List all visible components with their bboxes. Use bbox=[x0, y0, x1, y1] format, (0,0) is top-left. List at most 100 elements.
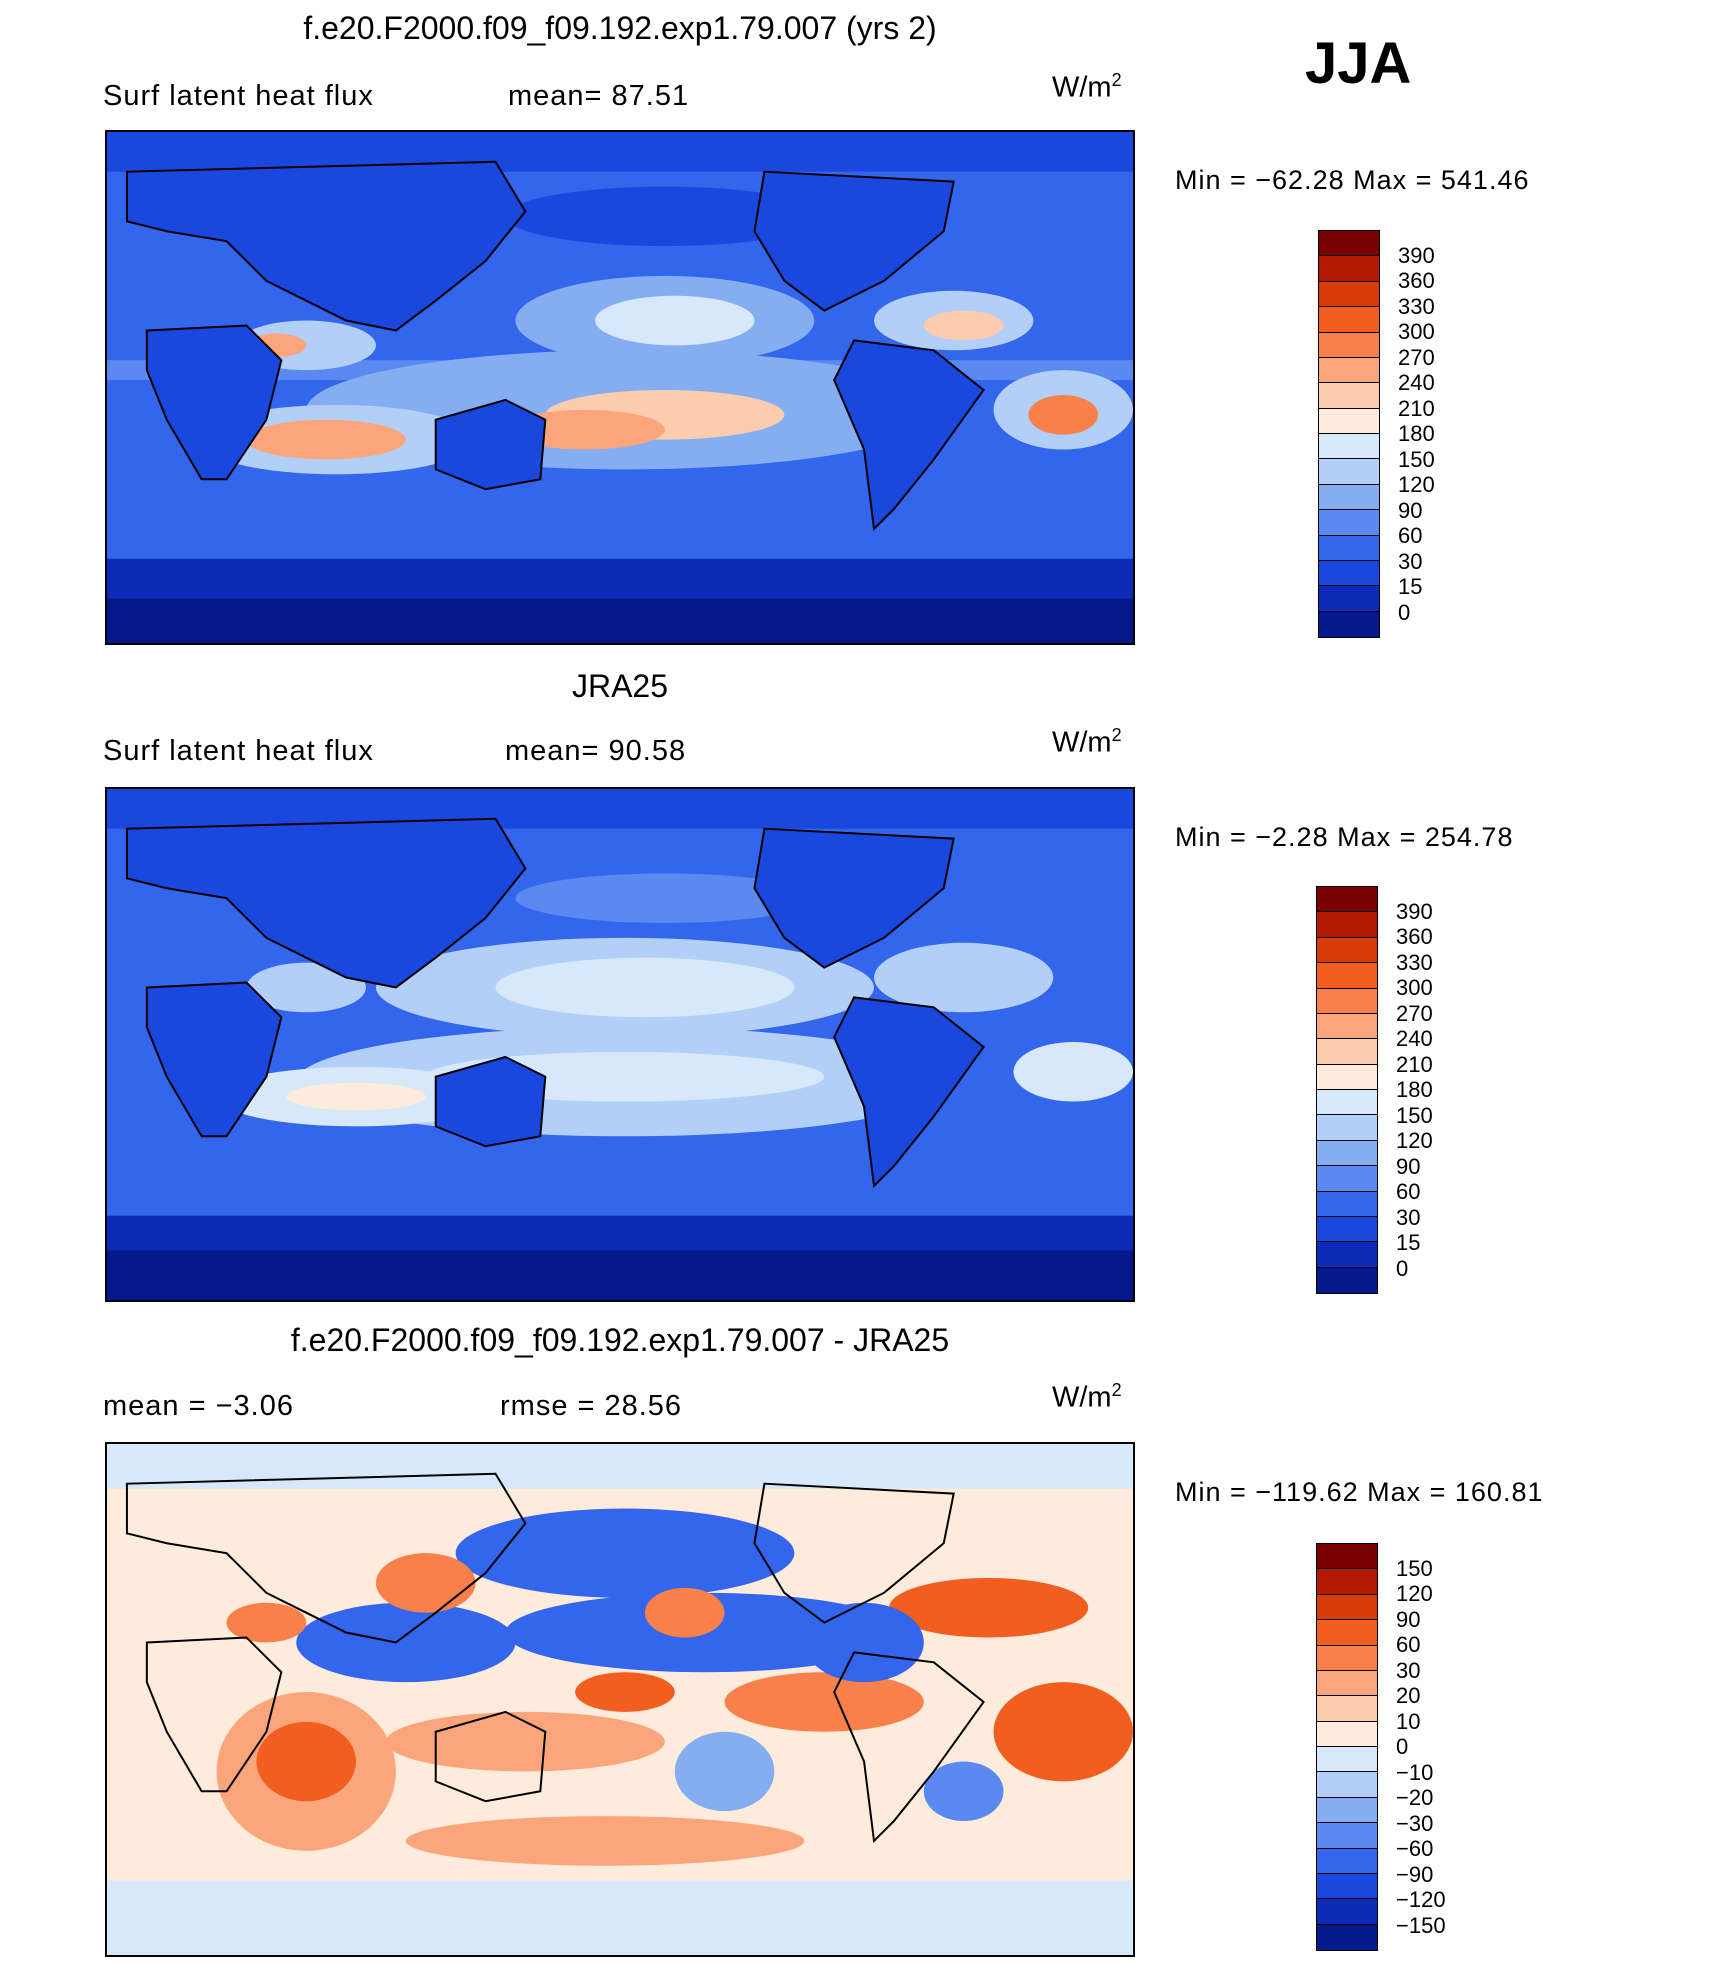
colorbar-tick-label: 300 bbox=[1396, 975, 1433, 1000]
colorbar-swatch bbox=[1317, 1797, 1377, 1824]
colorbar-tick-label: 180 bbox=[1398, 421, 1435, 446]
colorbar-swatch bbox=[1319, 510, 1379, 536]
colorbar-swatch bbox=[1317, 1721, 1377, 1747]
colorbar-tick-label: 15 bbox=[1396, 1230, 1421, 1255]
colorbar-swatch bbox=[1319, 560, 1379, 587]
panel3-map bbox=[105, 1442, 1135, 1957]
colorbar-swatch bbox=[1319, 281, 1379, 308]
colorbar-swatch bbox=[1319, 332, 1379, 358]
colorbar-swatch bbox=[1317, 1166, 1377, 1192]
colorbar-swatch bbox=[1319, 256, 1379, 282]
colorbar-swatch bbox=[1319, 484, 1379, 511]
panel2-map bbox=[105, 787, 1135, 1302]
colorbar-swatch bbox=[1317, 1924, 1377, 1950]
season-label: JJA bbox=[1305, 31, 1412, 96]
colorbar-tick-label: 390 bbox=[1396, 898, 1433, 924]
panel2-mean: mean= 90.58 bbox=[505, 735, 687, 767]
colorbar-tick-label: 0 bbox=[1396, 1255, 1409, 1281]
colorbar-tick-label: 30 bbox=[1396, 1657, 1421, 1683]
colorbar-tick-label: 90 bbox=[1396, 1153, 1421, 1179]
colorbar-tick-label: 10 bbox=[1396, 1708, 1421, 1734]
colorbar-swatch bbox=[1317, 1216, 1377, 1243]
panel3-units: W/m2 bbox=[1052, 1380, 1122, 1414]
panel1-colorbar bbox=[1318, 230, 1380, 638]
colorbar-swatch bbox=[1317, 1140, 1377, 1167]
colorbar-tick-label: 300 bbox=[1398, 319, 1435, 344]
colorbar-tick-label: 0 bbox=[1396, 1734, 1409, 1759]
panel1-mean: mean= 87.51 bbox=[508, 80, 690, 112]
colorbar-tick-label: −20 bbox=[1396, 1785, 1434, 1810]
colorbar-tick-label: 330 bbox=[1396, 949, 1433, 975]
panel2-field-label: Surf latent heat flux bbox=[103, 735, 374, 767]
colorbar-tick-label: 30 bbox=[1396, 1204, 1421, 1230]
colorbar-tick-label: 360 bbox=[1398, 268, 1435, 293]
colorbar-tick-label: −60 bbox=[1396, 1836, 1434, 1861]
colorbar-swatch bbox=[1317, 912, 1377, 938]
colorbar-tick-label: 90 bbox=[1396, 1606, 1421, 1632]
panel3-minmax: Min = −119.62 Max = 160.81 bbox=[1175, 1477, 1544, 1507]
colorbar-tick-label: 150 bbox=[1398, 446, 1435, 472]
colorbar-swatch bbox=[1319, 434, 1379, 460]
panel3-colorbar bbox=[1316, 1543, 1378, 1951]
colorbar-swatch bbox=[1317, 1696, 1377, 1722]
colorbar-swatch bbox=[1317, 1242, 1377, 1268]
colorbar-swatch bbox=[1317, 1039, 1377, 1065]
panel3-title: f.e20.F2000.f09_f09.192.exp1.79.007 - JR… bbox=[290, 1322, 950, 1358]
colorbar-swatch bbox=[1317, 1747, 1377, 1773]
colorbar-swatch bbox=[1317, 988, 1377, 1014]
colorbar-swatch bbox=[1317, 1013, 1377, 1040]
colorbar-tick-label: −120 bbox=[1396, 1887, 1446, 1912]
colorbar-swatch bbox=[1317, 887, 1377, 913]
colorbar-tick-label: 30 bbox=[1398, 548, 1423, 574]
colorbar-tick-label: 60 bbox=[1398, 523, 1423, 548]
colorbar-swatch bbox=[1317, 1267, 1377, 1293]
colorbar-swatch bbox=[1319, 357, 1379, 384]
colorbar-swatch bbox=[1317, 1772, 1377, 1798]
colorbar-tick-label: 90 bbox=[1398, 497, 1423, 523]
colorbar-tick-label: −150 bbox=[1396, 1912, 1446, 1938]
colorbar-tick-label: 150 bbox=[1396, 1555, 1433, 1581]
colorbar-tick-label: −90 bbox=[1396, 1861, 1434, 1887]
colorbar-tick-label: −30 bbox=[1396, 1810, 1434, 1836]
colorbar-swatch bbox=[1317, 1899, 1377, 1925]
panel3-rmse: rmse = 28.56 bbox=[500, 1390, 683, 1422]
colorbar-tick-label: 20 bbox=[1396, 1683, 1421, 1708]
panel1-title: f.e20.F2000.f09_f09.192.exp1.79.007 (yrs… bbox=[303, 10, 937, 46]
colorbar-swatch bbox=[1317, 1090, 1377, 1116]
colorbar-tick-label: 270 bbox=[1398, 344, 1435, 370]
colorbar-tick-label: 120 bbox=[1396, 1128, 1433, 1153]
colorbar-tick-label: 390 bbox=[1398, 242, 1435, 268]
colorbar-tick-label: 270 bbox=[1396, 1000, 1433, 1026]
colorbar-swatch bbox=[1319, 307, 1379, 333]
colorbar-tick-label: 15 bbox=[1398, 574, 1423, 599]
colorbar-tick-label: 120 bbox=[1396, 1581, 1433, 1606]
colorbar-swatch bbox=[1319, 535, 1379, 561]
panel1-field-label: Surf latent heat flux bbox=[103, 80, 374, 112]
colorbar-swatch bbox=[1317, 1645, 1377, 1671]
panel1-map bbox=[105, 130, 1135, 645]
colorbar-tick-label: 330 bbox=[1398, 293, 1435, 319]
colorbar-swatch bbox=[1317, 937, 1377, 964]
colorbar-tick-label: 60 bbox=[1396, 1179, 1421, 1204]
colorbar-swatch bbox=[1317, 1064, 1377, 1090]
colorbar-tick-label: −10 bbox=[1396, 1759, 1434, 1785]
colorbar-swatch bbox=[1317, 1620, 1377, 1646]
colorbar-swatch bbox=[1319, 586, 1379, 612]
colorbar-swatch bbox=[1317, 1594, 1377, 1621]
colorbar-tick-label: 210 bbox=[1398, 395, 1435, 421]
colorbar-swatch bbox=[1317, 1191, 1377, 1217]
colorbar-tick-label: 240 bbox=[1398, 370, 1435, 395]
colorbar-tick-label: 210 bbox=[1396, 1051, 1433, 1077]
colorbar-tick-label: 120 bbox=[1398, 472, 1435, 497]
panel2-colorbar bbox=[1316, 886, 1378, 1294]
colorbar-swatch bbox=[1317, 1115, 1377, 1141]
panel3-mean: mean = −3.06 bbox=[103, 1390, 294, 1422]
colorbar-swatch bbox=[1317, 1873, 1377, 1900]
colorbar-swatch bbox=[1317, 1823, 1377, 1849]
colorbar-tick-label: 150 bbox=[1396, 1102, 1433, 1128]
panel2-title: JRA25 bbox=[571, 668, 669, 704]
colorbar-swatch bbox=[1319, 408, 1379, 434]
panel2-minmax: Min = −2.28 Max = 254.78 bbox=[1175, 822, 1514, 852]
panel1-units: W/m2 bbox=[1052, 70, 1122, 104]
colorbar-swatch bbox=[1319, 383, 1379, 409]
